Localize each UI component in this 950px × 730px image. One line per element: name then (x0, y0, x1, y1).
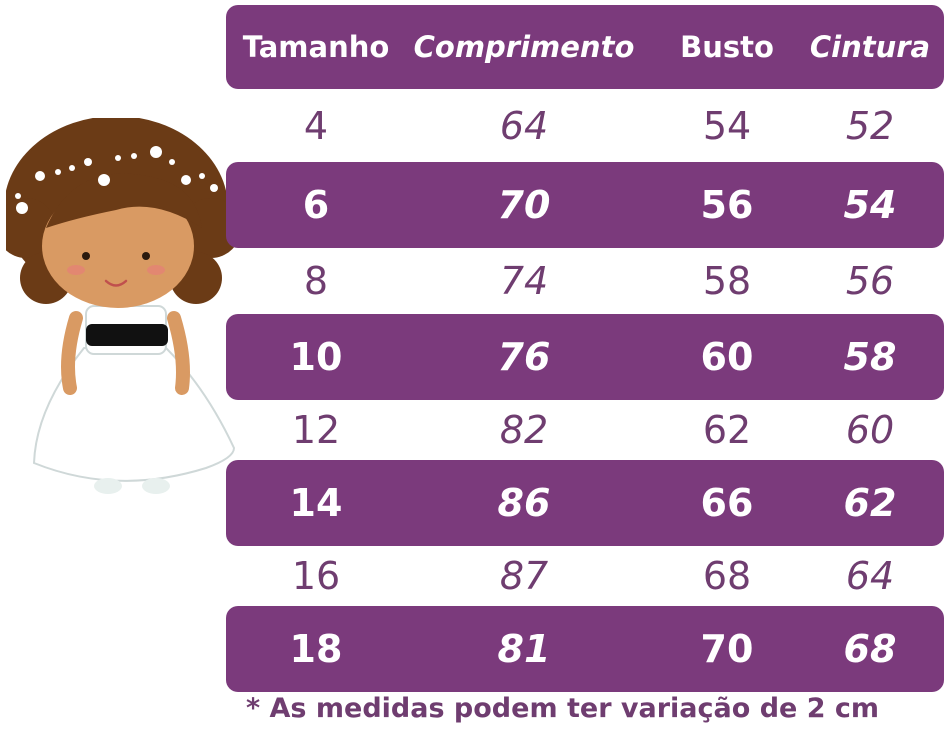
cell-busto: 54 (702, 103, 752, 148)
cell-cintura: 54 (843, 183, 897, 227)
cell-comprimento: 86 (497, 481, 551, 525)
table-row: 18 81 70 68 (226, 606, 944, 692)
table-header: Tamanho Comprimento Busto Cintura (226, 5, 944, 89)
cell-cintura: 56 (845, 259, 895, 303)
cell-tamanho: 8 (303, 259, 329, 303)
cell-busto: 68 (702, 554, 752, 598)
cell-busto: 66 (700, 481, 754, 525)
cell-comprimento: 82 (499, 408, 549, 452)
cell-tamanho: 10 (289, 335, 343, 379)
header-tamanho: Tamanho (242, 30, 390, 64)
cell-busto: 70 (700, 627, 754, 671)
size-chart-table: Tamanho Comprimento Busto Cintura 4 64 5… (226, 5, 944, 692)
cell-busto: 58 (702, 259, 752, 303)
cell-cintura: 60 (845, 408, 895, 452)
header-cintura: Cintura (809, 30, 931, 64)
cell-comprimento: 74 (499, 259, 549, 303)
cell-cintura: 64 (845, 554, 895, 598)
cell-cintura: 68 (843, 627, 897, 671)
girl-in-white-dress-icon (6, 118, 241, 494)
cell-busto: 56 (700, 183, 754, 227)
table-row: 10 76 60 58 (226, 314, 944, 400)
measurement-note: * As medidas podem ter variação de 2 cm (246, 693, 880, 724)
table-row: 16 87 68 64 (226, 546, 944, 606)
cell-busto: 62 (702, 408, 752, 452)
table-row: 14 86 66 62 (226, 460, 944, 546)
header-comprimento: Comprimento (413, 30, 635, 64)
cell-cintura: 58 (843, 335, 897, 379)
cell-tamanho: 16 (291, 554, 341, 598)
cell-tamanho: 6 (302, 183, 330, 227)
table-row: 6 70 56 54 (226, 162, 944, 248)
cell-cintura: 52 (845, 103, 895, 148)
cell-comprimento: 87 (499, 554, 549, 598)
cell-tamanho: 14 (289, 481, 343, 525)
cell-busto: 60 (700, 335, 754, 379)
table-row: 8 74 58 56 (226, 248, 944, 314)
cell-comprimento: 64 (499, 103, 549, 148)
cell-comprimento: 76 (497, 335, 551, 379)
cell-tamanho: 12 (291, 408, 341, 452)
cell-cintura: 62 (843, 481, 897, 525)
header-busto: Busto (680, 30, 774, 64)
table-row: 12 82 62 60 (226, 400, 944, 460)
cell-comprimento: 70 (497, 183, 551, 227)
cell-tamanho: 4 (303, 103, 329, 148)
cell-tamanho: 18 (289, 627, 343, 671)
table-row: 4 64 54 52 (226, 89, 944, 162)
cell-comprimento: 81 (497, 627, 551, 671)
